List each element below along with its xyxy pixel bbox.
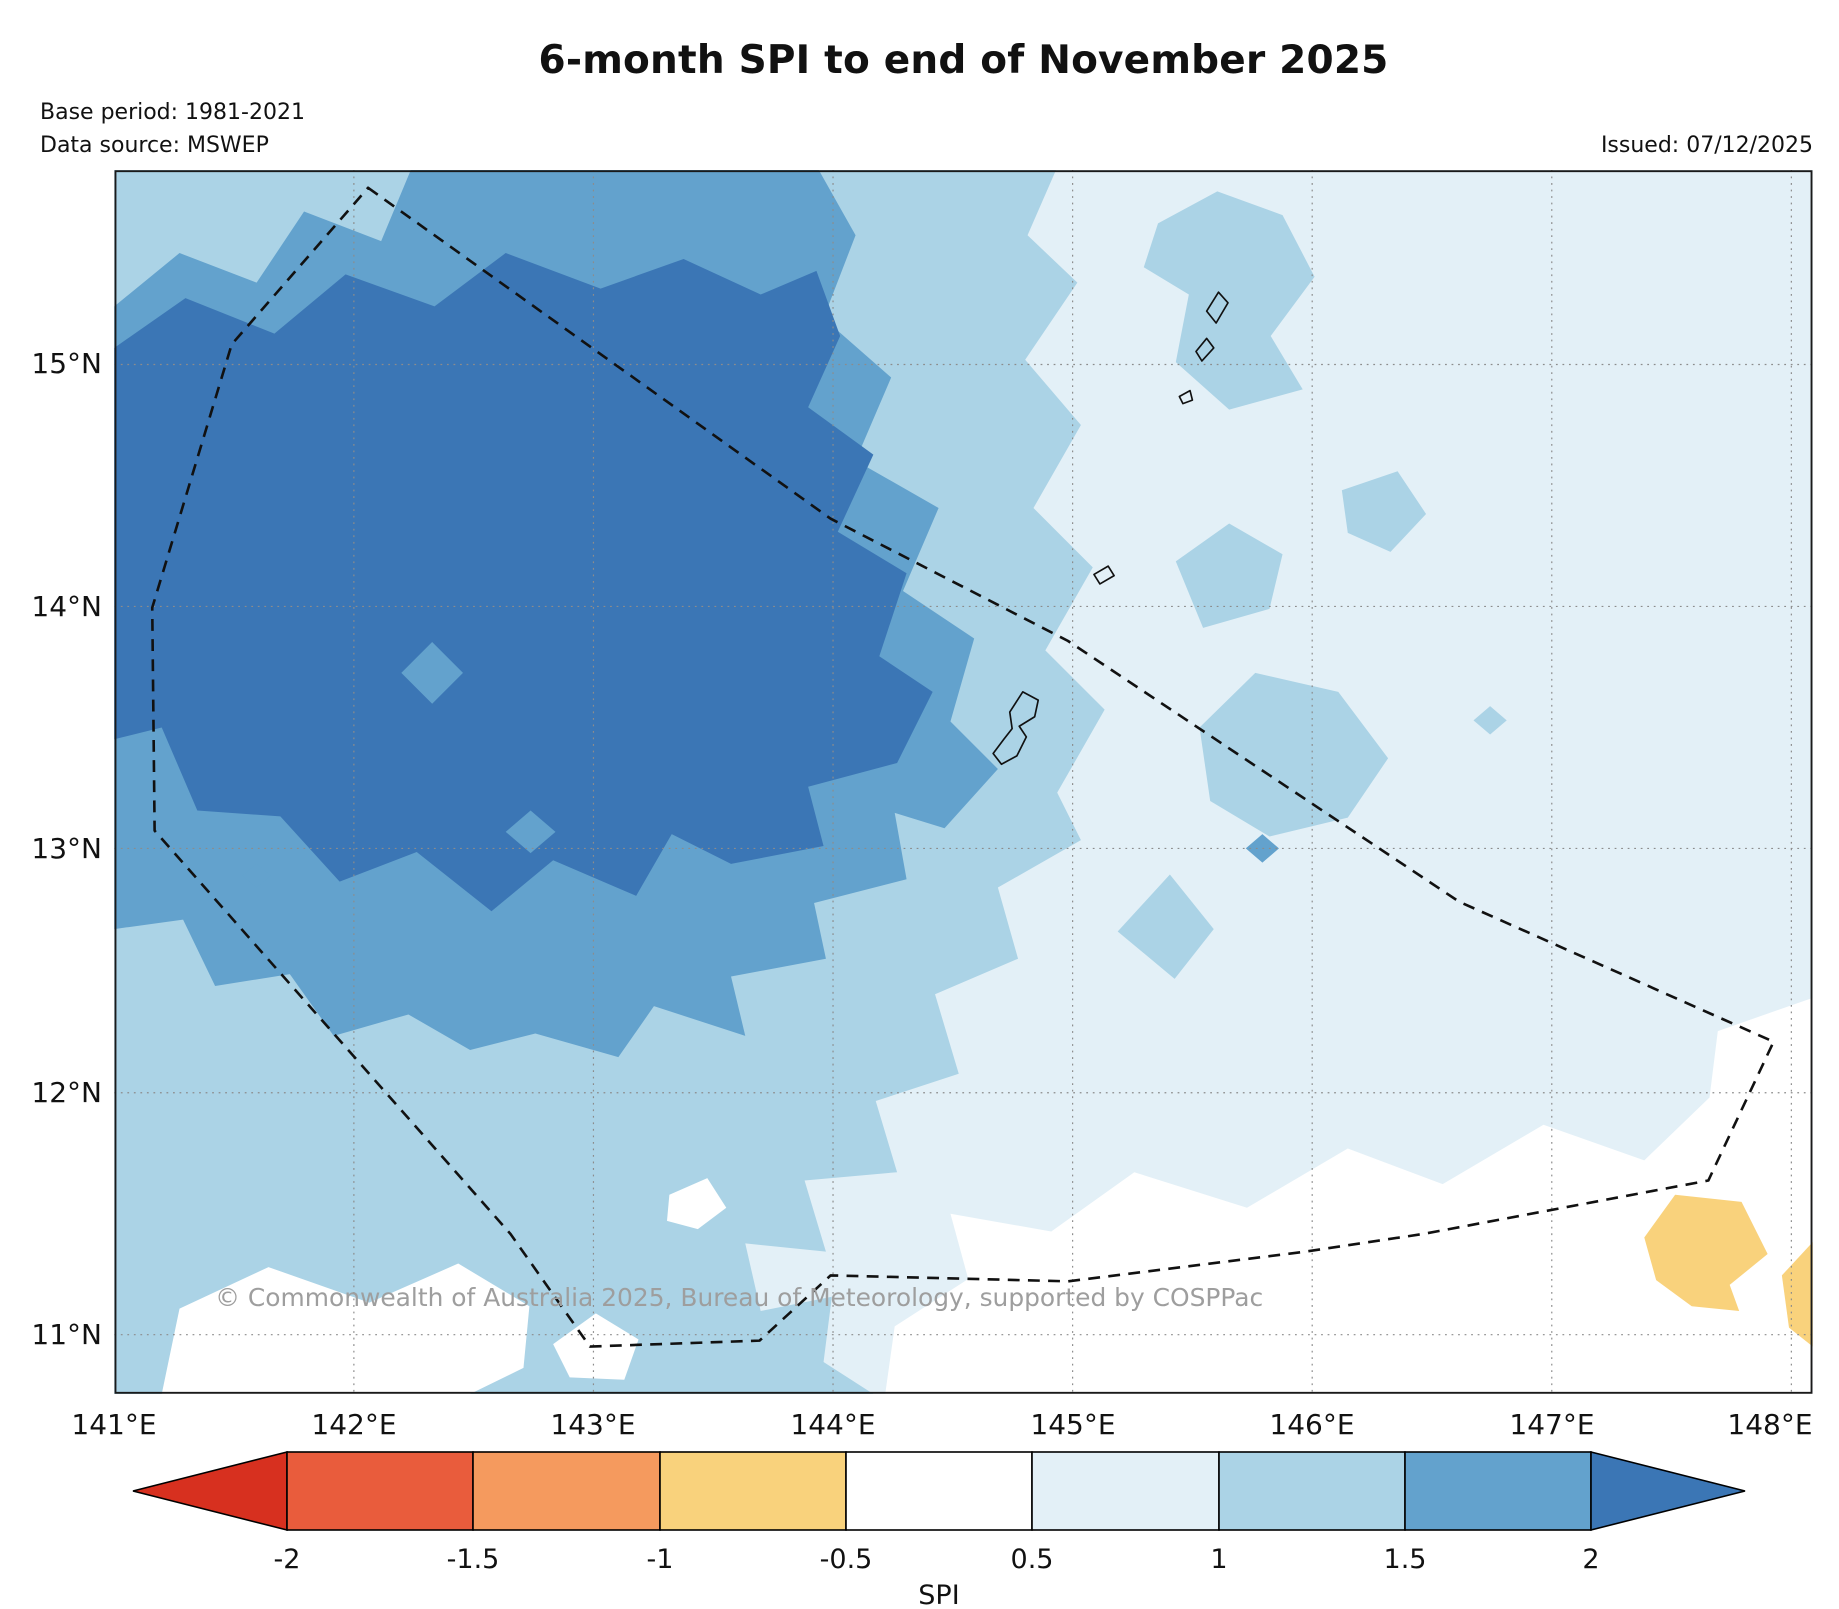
colorbar-tick-label: -1 (647, 1544, 674, 1575)
map-plot: © Commonwealth of Australia 2025, Bureau… (114, 170, 1813, 1394)
colorbar: -2 -1.5 -1 -0.5 0.5 1 1.5 2 SPI (132, 1450, 1746, 1609)
colorbar-segment-neg1-neg05 (659, 1451, 847, 1531)
colorbar-tick-label: 0.5 (1011, 1544, 1054, 1575)
region-spi-15-2-hole (505, 810, 556, 854)
island-outline-guam (992, 691, 1040, 766)
gridlines (114, 170, 1813, 1394)
colorbar-arrow-left (132, 1450, 288, 1532)
region-spi-neutral-patch (666, 1178, 727, 1230)
y-tick-label: 12°N (31, 1076, 102, 1109)
region-spi-1-15-dot (1473, 706, 1507, 735)
page-title: 6-month SPI to end of November 2025 (538, 38, 1389, 83)
x-tick-label: 147°E (1509, 1408, 1595, 1441)
x-tick-label: 142°E (311, 1408, 397, 1441)
region-spi-1-15-patch (1341, 471, 1427, 552)
colorbar-segment-05-1 (1031, 1451, 1220, 1531)
x-tick-label: 145°E (1030, 1408, 1116, 1441)
x-tick-label: 148°E (1727, 1408, 1813, 1441)
region-spi-neutral-southwest (161, 1263, 530, 1394)
map-border (114, 170, 1813, 1394)
data-source-label: Data source: MSWEP (40, 133, 269, 158)
island-outline-small (1178, 389, 1194, 405)
y-tick-label: 14°N (31, 590, 102, 623)
base-period-label: Base period: 1981-2021 (40, 100, 305, 125)
colorbar-tick-label: 1 (1210, 1544, 1227, 1575)
region-spi-neg1-neg05-patch (1781, 1242, 1813, 1347)
colorbar-segment-15-2 (1404, 1451, 1592, 1531)
region-spi-1-15-patch (1199, 672, 1389, 837)
x-tick-label: 146°E (1269, 1408, 1355, 1441)
region-spi-1-15-patch (1143, 191, 1315, 410)
x-tick-label: 143°E (550, 1408, 636, 1441)
region-spi-1-15-patch (1117, 874, 1214, 979)
colorbar-tick-label: -0.5 (820, 1544, 873, 1575)
region-spi-gt2-core (114, 253, 933, 912)
region-spi-neg1-neg05-patch (1644, 1194, 1768, 1311)
island-outline-rota (1093, 565, 1115, 585)
region-spi-15-2-dot (242, 863, 271, 888)
island-outline-tinian (1195, 337, 1215, 362)
copyright-watermark: © Commonwealth of Australia 2025, Bureau… (215, 1283, 1263, 1312)
colorbar-tick-label: 2 (1582, 1544, 1599, 1575)
dashed-boundary-polygon (150, 186, 1775, 1348)
colorbar-arrow-right (1590, 1450, 1746, 1532)
colorbar-segment-neutral (845, 1451, 1033, 1531)
y-tick-label: 13°N (31, 832, 102, 865)
x-tick-label: 144°E (790, 1408, 876, 1441)
colorbar-segment-neg15-neg1 (472, 1451, 661, 1531)
colorbar-tick-label: -2 (274, 1544, 301, 1575)
region-spi-1-15-patch (1175, 523, 1283, 628)
colorbar-axis-label: SPI (918, 1580, 959, 1609)
colorbar-tick-label: 1.5 (1384, 1544, 1427, 1575)
colorbar-tick-label: -1.5 (447, 1544, 500, 1575)
region-spi-neutral-southeast (885, 997, 1813, 1394)
colorbar-segment-neg2-neg15 (286, 1451, 474, 1531)
colorbar-segment-1-15 (1218, 1451, 1406, 1531)
y-tick-label: 15°N (31, 347, 102, 380)
island-outlines (992, 291, 1229, 766)
y-tick-label: 11°N (31, 1318, 102, 1351)
x-tick-label: 141°E (71, 1408, 157, 1441)
issued-date-label: Issued: 07/12/2025 (1600, 133, 1813, 158)
island-outline-saipan (1205, 291, 1229, 324)
